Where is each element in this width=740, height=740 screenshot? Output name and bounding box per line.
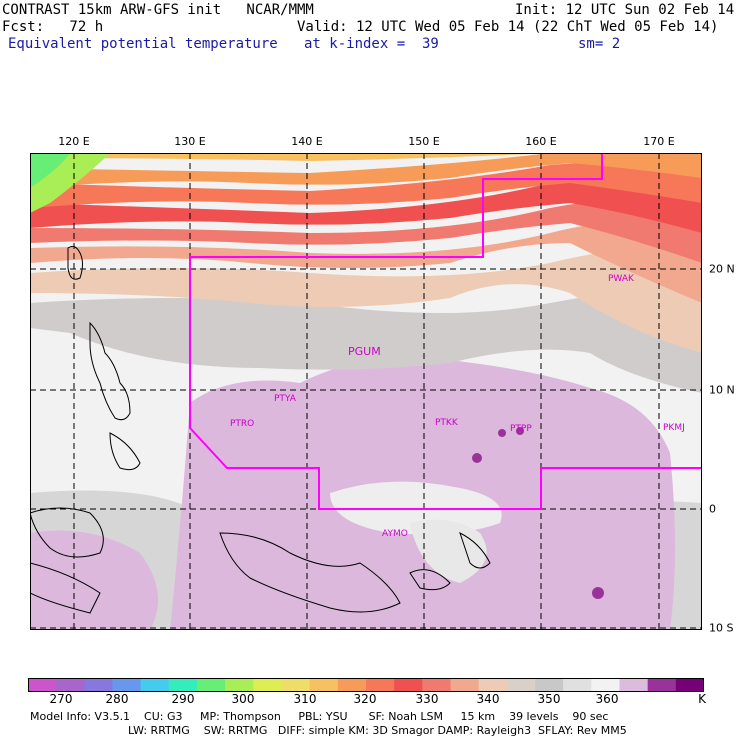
lon-label-120: 120 E — [58, 135, 90, 148]
colorbar-swatch — [394, 678, 423, 692]
colorbar-swatch — [28, 678, 57, 692]
station-aymo: AYMO — [382, 529, 408, 539]
colorbar-swatch — [309, 678, 339, 692]
colorbar-swatch — [168, 678, 198, 692]
header-title: CONTRAST 15km ARW-GFS init NCAR/MMM — [2, 2, 314, 18]
colorbar-label-270: 270 — [49, 692, 73, 706]
station-ptkk: PTKK — [435, 418, 459, 428]
lat-label-20n: 20 N — [709, 262, 735, 276]
station-ptro: PTRO — [230, 419, 254, 429]
header-valid: Valid: 12 UTC Wed 05 Feb 14 (22 ChT Wed … — [297, 19, 719, 35]
colorbar-swatch — [225, 678, 254, 692]
header-forecast: Fcst: 72 h — [2, 19, 104, 35]
station-pgum: PGUM — [348, 345, 381, 358]
colorbar-label-350: 350 — [537, 692, 561, 706]
footer-model-info: Model Info: V3.5.1 CU: G3 MP: Thompson P… — [30, 710, 609, 723]
header-init: Init: 12 UTC Sun 02 Feb 14 — [515, 2, 735, 18]
colorbar-swatch — [535, 678, 564, 692]
colorbar-swatch — [84, 678, 113, 692]
station-ptya: PTYA — [274, 394, 297, 404]
eez-boundary — [189, 153, 702, 510]
lon-label-130: 130 E — [174, 135, 206, 148]
header-field-name: Equivalent potential temperature — [8, 36, 278, 52]
colorbar-swatch — [140, 678, 170, 692]
station-pkmj: PKMJ — [663, 423, 685, 433]
footer-physics-info: LW: RRTMG SW: RRTMG DIFF: simple KM: 3D … — [128, 724, 627, 737]
lat-label-0: 0 — [709, 502, 716, 516]
colorbar-label-280: 280 — [105, 692, 129, 706]
lat-label-10s: 10 S — [709, 621, 734, 635]
colorbar — [28, 678, 704, 692]
station-ptpp: PTPP — [510, 424, 532, 434]
colorbar-label-340: 340 — [476, 692, 500, 706]
colorbar-swatch — [675, 678, 704, 692]
lon-label-170: 170 E — [643, 135, 675, 148]
colorbar-swatch — [112, 678, 142, 692]
colorbar-swatch — [563, 678, 592, 692]
colorbar-label-330: 330 — [415, 692, 439, 706]
colorbar-swatch — [366, 678, 395, 692]
lon-label-160: 160 E — [525, 135, 557, 148]
header-level: at k-index = 39 — [304, 36, 439, 52]
colorbar-swatch — [422, 678, 451, 692]
colorbar-label-360: 360 — [595, 692, 619, 706]
colorbar-swatch — [253, 678, 282, 692]
colorbar-swatch — [197, 678, 226, 692]
theta-e-map: PGUM PTYA PTRO PTKK PTPP PKMJ PWAK AYMO — [30, 153, 702, 630]
lon-label-150: 150 E — [408, 135, 440, 148]
colorbar-swatch — [591, 678, 620, 692]
station-pwak: PWAK — [608, 274, 635, 284]
colorbar-swatch — [647, 678, 677, 692]
header-smoothing: sm= 2 — [578, 36, 621, 52]
colorbar-swatch — [450, 678, 480, 692]
lat-label-10n: 10 N — [709, 383, 735, 397]
colorbar-label-290: 290 — [171, 692, 195, 706]
colorbar-label-320: 320 — [353, 692, 377, 706]
lon-label-140: 140 E — [291, 135, 323, 148]
colorbar-label-310: 310 — [293, 692, 317, 706]
colorbar-swatch — [619, 678, 649, 692]
coastlines — [30, 245, 491, 614]
colorbar-swatch — [478, 678, 508, 692]
colorbar-swatch — [56, 678, 85, 692]
colorbar-swatch — [281, 678, 311, 692]
colorbar-swatch — [337, 678, 367, 692]
colorbar-label-300: 300 — [231, 692, 255, 706]
colorbar-swatch — [506, 678, 536, 692]
colorbar-unit: K — [698, 692, 706, 706]
